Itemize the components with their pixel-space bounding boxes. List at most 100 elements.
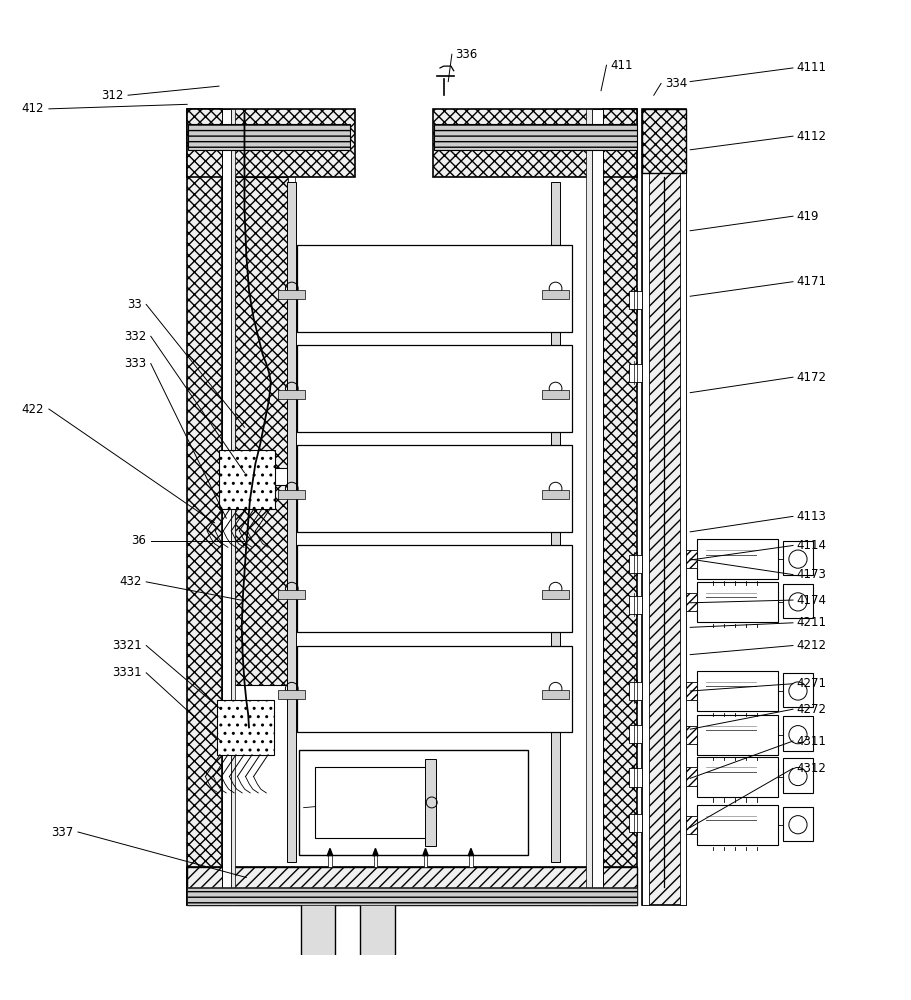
Bar (697, 539, 778, 579)
Bar (425, 759, 436, 846)
Text: 4173: 4173 (796, 568, 826, 581)
Bar (697, 757, 778, 797)
Bar (697, 582, 778, 622)
Text: 4174: 4174 (796, 594, 826, 607)
Bar (542, 390, 569, 399)
Bar (551, 182, 560, 862)
Text: 4211: 4211 (796, 616, 826, 629)
Bar (424, 854, 427, 867)
Bar (542, 690, 569, 699)
Text: 3321: 3321 (112, 639, 142, 652)
Bar (630, 596, 642, 614)
Text: 4212: 4212 (796, 639, 826, 652)
Bar (783, 673, 813, 707)
Bar (592, 109, 603, 905)
Bar (630, 682, 642, 700)
Bar (187, 867, 638, 905)
Bar (630, 555, 642, 573)
Text: 4311: 4311 (796, 735, 826, 748)
Text: 4271: 4271 (796, 677, 826, 690)
Bar (783, 807, 813, 841)
Bar (297, 646, 572, 732)
Bar (288, 177, 295, 468)
Text: 337: 337 (51, 826, 74, 839)
Text: 419: 419 (796, 210, 819, 223)
Bar (686, 682, 698, 700)
Bar (287, 182, 296, 862)
Text: 412: 412 (22, 102, 45, 115)
Text: 334: 334 (665, 77, 687, 90)
Text: 333: 333 (124, 357, 147, 370)
Bar (221, 109, 230, 905)
Bar (278, 590, 305, 599)
Bar (187, 867, 638, 905)
Bar (587, 109, 592, 905)
Bar (630, 364, 642, 382)
Text: 332: 332 (124, 330, 147, 343)
Bar (433, 109, 638, 177)
Bar (642, 109, 686, 905)
Bar (697, 715, 778, 755)
Bar (686, 816, 698, 834)
Bar (217, 700, 274, 755)
Bar (299, 750, 528, 855)
Bar (783, 541, 813, 575)
Text: 4112: 4112 (796, 130, 826, 143)
Bar (783, 758, 813, 793)
Bar (686, 593, 698, 611)
Bar (297, 545, 572, 632)
Text: 432: 432 (119, 575, 142, 588)
Bar (187, 109, 221, 905)
Bar (363, 961, 389, 970)
Bar (219, 450, 275, 509)
Bar (187, 887, 638, 900)
Bar (469, 854, 473, 867)
Bar (542, 590, 569, 599)
Text: 422: 422 (22, 403, 45, 416)
Polygon shape (373, 848, 378, 856)
Bar (230, 109, 235, 905)
Bar (301, 902, 335, 964)
Bar (642, 109, 650, 905)
Bar (697, 805, 778, 845)
Text: 4312: 4312 (796, 762, 826, 775)
Bar (686, 767, 698, 786)
Bar (630, 291, 642, 309)
Text: 4171: 4171 (796, 275, 826, 288)
Polygon shape (423, 848, 428, 856)
Text: 4272: 4272 (796, 703, 826, 716)
Bar (235, 485, 288, 685)
Bar (297, 245, 572, 332)
Bar (297, 445, 572, 532)
Bar (188, 124, 350, 150)
Text: 336: 336 (456, 48, 477, 61)
Polygon shape (327, 848, 333, 856)
Bar (434, 124, 637, 150)
Bar (783, 584, 813, 618)
Text: 4114: 4114 (796, 539, 826, 552)
Text: 312: 312 (101, 89, 124, 102)
Bar (630, 814, 642, 832)
Bar (288, 485, 295, 685)
Bar (328, 854, 332, 867)
Text: 33: 33 (127, 298, 142, 311)
Bar (374, 854, 377, 867)
Text: 36: 36 (131, 534, 147, 547)
Bar (187, 109, 355, 177)
Bar (642, 109, 686, 173)
Bar (360, 902, 394, 964)
Bar (630, 768, 642, 787)
Bar (278, 290, 305, 299)
Polygon shape (468, 848, 474, 856)
Bar (278, 390, 305, 399)
Bar (315, 767, 435, 838)
Bar (297, 345, 572, 432)
Text: 4172: 4172 (796, 371, 826, 384)
Bar (542, 290, 569, 299)
Text: 3331: 3331 (112, 666, 142, 679)
Bar (686, 726, 698, 744)
Text: 4113: 4113 (796, 510, 826, 523)
Bar (278, 690, 305, 699)
Bar (630, 725, 642, 743)
Bar (187, 888, 638, 905)
